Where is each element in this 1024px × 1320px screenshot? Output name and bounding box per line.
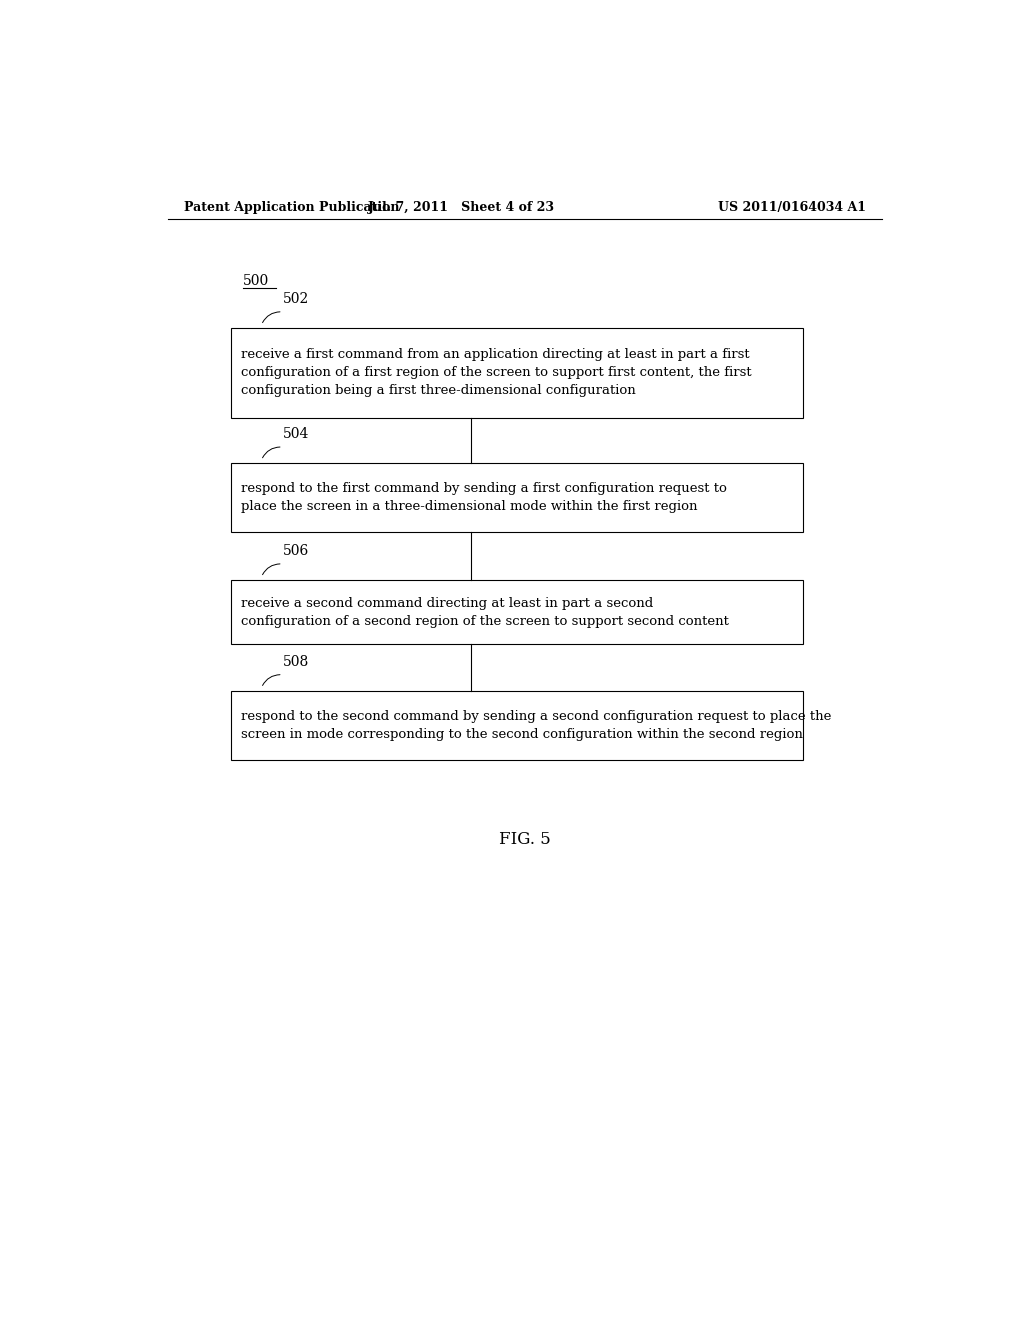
- Text: receive a second command directing at least in part a second
configuration of a : receive a second command directing at le…: [241, 597, 728, 628]
- Text: FIG. 5: FIG. 5: [499, 830, 551, 847]
- Bar: [231, 690, 803, 760]
- Text: receive a first command from an application directing at least in part a first
c: receive a first command from an applicat…: [241, 348, 752, 397]
- Text: 500: 500: [243, 275, 269, 289]
- Bar: [231, 463, 803, 532]
- Text: 506: 506: [283, 544, 309, 558]
- Text: US 2011/0164034 A1: US 2011/0164034 A1: [718, 201, 866, 214]
- Text: 508: 508: [283, 655, 309, 669]
- Text: 504: 504: [283, 426, 309, 441]
- Text: Jul. 7, 2011   Sheet 4 of 23: Jul. 7, 2011 Sheet 4 of 23: [368, 201, 555, 214]
- Text: respond to the first command by sending a first configuration request to
place t: respond to the first command by sending …: [241, 482, 727, 513]
- Text: Patent Application Publication: Patent Application Publication: [183, 201, 399, 214]
- Text: 502: 502: [283, 292, 309, 306]
- Bar: [231, 329, 803, 417]
- Bar: [231, 581, 803, 644]
- Text: respond to the second command by sending a second configuration request to place: respond to the second command by sending…: [241, 710, 831, 741]
